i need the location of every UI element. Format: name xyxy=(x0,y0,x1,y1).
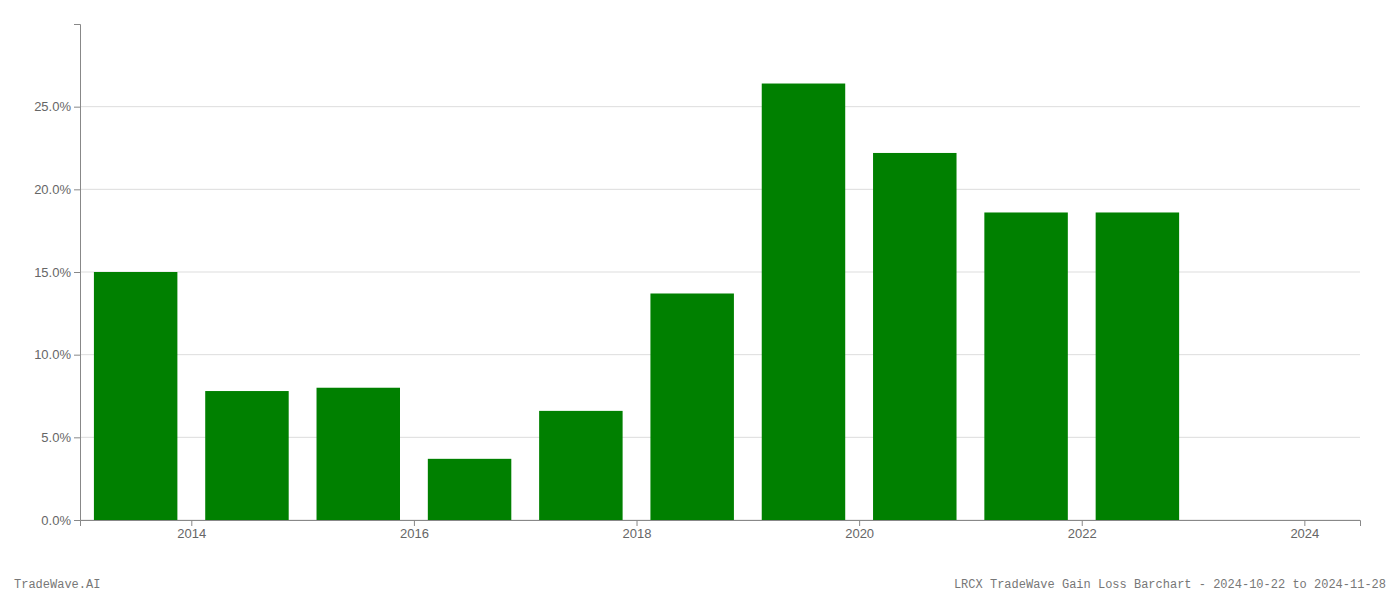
x-tick-label: 2014 xyxy=(177,526,206,541)
y-tick-label: 20.0% xyxy=(34,182,71,197)
x-axis: 2014 2016 2018 2020 2022 2024 xyxy=(81,520,1361,541)
bar xyxy=(94,272,177,520)
footer-text: TradeWave.AI xyxy=(14,578,100,592)
bar xyxy=(205,391,288,520)
y-tick-mark xyxy=(74,189,80,190)
x-tick-label: 2024 xyxy=(1290,526,1319,541)
bar xyxy=(873,153,956,520)
x-tick-label: 2018 xyxy=(623,526,652,541)
y-tick-mark xyxy=(74,520,80,521)
y-tick-mark xyxy=(74,355,80,356)
y-tick-label: 0.0% xyxy=(41,513,71,528)
y-axis: 0.0% 5.0% 10.0% 15.0% 20.0% 25.0% xyxy=(34,25,80,528)
x-tick-label: 2022 xyxy=(1068,526,1097,541)
y-tick: 20.0% xyxy=(34,182,80,197)
x-tick: 2020 xyxy=(845,520,874,541)
grid-line xyxy=(80,189,1360,190)
x-tick: 2016 xyxy=(400,520,429,541)
y-tick-mark xyxy=(74,107,80,108)
grid-line xyxy=(80,106,1360,107)
chart-svg: 2014 2016 2018 2020 2022 2024 0.0% 5.0% 10.0% 15.… xyxy=(0,0,1400,600)
y-tick-label: 5.0% xyxy=(41,430,71,445)
x-tick-mark xyxy=(637,520,638,526)
y-tick-label: 10.0% xyxy=(34,347,71,362)
y-axis-line xyxy=(74,25,81,521)
bar xyxy=(762,84,845,520)
plot-area xyxy=(94,84,1179,520)
x-tick-mark xyxy=(859,520,860,526)
x-tick-mark xyxy=(191,520,192,526)
x-tick: 2024 xyxy=(1290,520,1319,541)
y-tick-mark xyxy=(74,437,80,438)
bar xyxy=(317,388,400,520)
x-tick: 2014 xyxy=(177,520,206,541)
bar xyxy=(428,459,511,520)
y-tick: 10.0% xyxy=(34,347,80,362)
bar xyxy=(650,293,733,520)
x-tick-label: 2016 xyxy=(400,526,429,541)
y-tick: 25.0% xyxy=(34,99,80,114)
x-tick-label: 2020 xyxy=(845,526,874,541)
x-tick-mark xyxy=(414,520,415,526)
bar xyxy=(539,411,622,520)
grid xyxy=(80,107,1360,520)
bar xyxy=(1096,212,1179,520)
footer-text: LRCX TradeWave Gain Loss Barchart - 2024… xyxy=(954,578,1386,592)
x-axis-line xyxy=(81,521,1361,527)
y-tick-label: 25.0% xyxy=(34,99,71,114)
y-tick-mark xyxy=(74,272,80,273)
x-tick: 2022 xyxy=(1068,520,1097,541)
x-tick-mark xyxy=(1304,520,1305,526)
y-tick: 5.0% xyxy=(41,430,80,445)
x-tick: 2018 xyxy=(623,520,652,541)
bar xyxy=(984,212,1067,520)
y-tick: 15.0% xyxy=(34,265,80,280)
y-tick-label: 15.0% xyxy=(34,265,71,280)
x-tick-mark xyxy=(1082,520,1083,526)
y-tick: 0.0% xyxy=(41,513,80,528)
